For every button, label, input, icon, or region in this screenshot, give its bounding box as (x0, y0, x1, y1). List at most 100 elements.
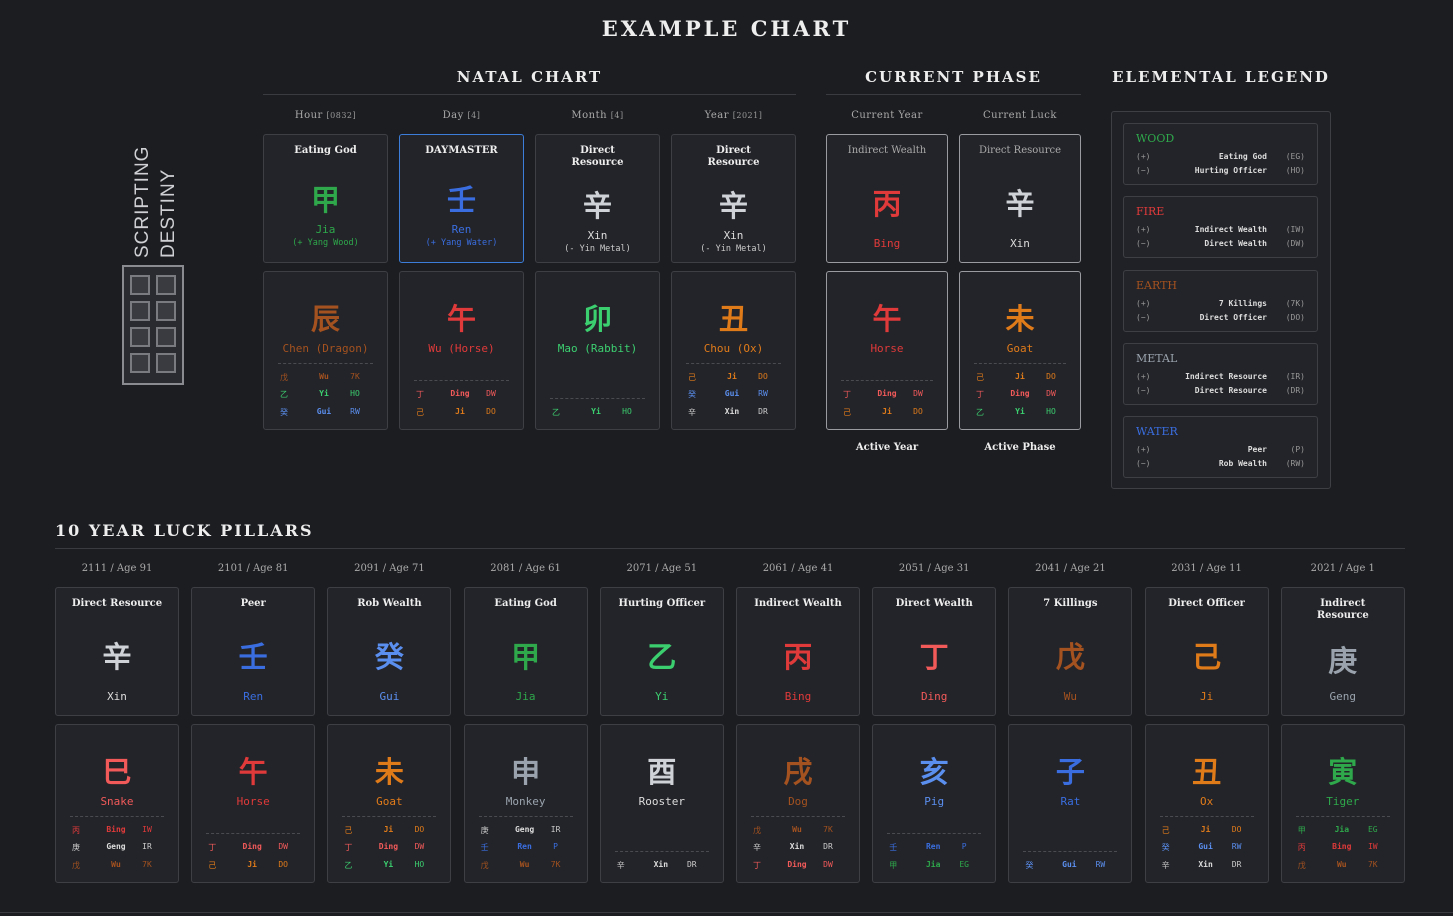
hidden-stem-row: 乙 Yi HO (344, 860, 438, 871)
luck-pillar-head: 2091 / Age 71 (354, 563, 425, 574)
hidden-stem-god: DR (686, 859, 697, 869)
legend-row: (−) Hurting Officer (HO) (1136, 166, 1305, 175)
hidden-stem-row: 庚 Geng IR (481, 825, 575, 836)
hidden-stem-char: 丁 (753, 860, 761, 870)
hidden-stems-divider (751, 815, 845, 817)
hidden-stem-row: 丙 Bing IW (1298, 842, 1392, 853)
hidden-stem-row: 辛 Xin DR (617, 860, 711, 871)
luck-pillar-head: 2061 / Age 41 (762, 563, 834, 574)
stem-glyph: 乙 (647, 640, 677, 674)
stem-name: Ji (1199, 690, 1214, 703)
branch-card[interactable]: 卯 Mao (Rabbit) 乙 Yi HO (535, 271, 660, 430)
legend-polarity: (+) (1136, 152, 1151, 161)
hidden-stem-row: 戊 Wu 7K (1298, 860, 1392, 871)
stem-card[interactable]: Direct Resource 辛 Xin (55, 587, 179, 716)
branch-card[interactable]: 申 Monkey 庚 Geng IR 壬 Ren P 戊 Wu 7K (463, 724, 588, 883)
legend-abbrev: (IR) (1285, 371, 1305, 381)
branch-card[interactable]: 未 Goat 己 Ji DO 丁 Ding DW 乙 Yi HO (327, 724, 452, 883)
hidden-stem-row: 辛 Xin DR (753, 842, 847, 853)
stem-glyph: 辛 (582, 189, 612, 223)
stem-ten-god: Eating God (294, 145, 357, 156)
branch-card[interactable]: 巳 Snake 丙 Bing IW 庚 Geng IR 戊 Wu 7K (55, 724, 179, 883)
stem-ten-god: Direct Resource (978, 145, 1062, 156)
legend-metal: METAL (+) Indirect Resource (IR) (−) Direct R… (1123, 342, 1318, 405)
hidden-stems-divider (550, 397, 645, 399)
hidden-stem-char: 癸 (1161, 843, 1170, 852)
hidden-stem-char: 戊 (480, 860, 489, 870)
hidden-stem-name: Ji (1200, 824, 1211, 834)
stem-card[interactable]: Peer 壬 Ren (191, 587, 316, 716)
legend-abbrev: (7K) (1285, 298, 1305, 308)
natal-column-head: Year [2021] (671, 110, 796, 121)
hidden-stem-char: 甲 (889, 860, 898, 870)
hidden-stem-char: 己 (208, 860, 217, 870)
branch-card[interactable]: 丑 Chou (Ox) 己 Ji DO 癸 Gui RW 辛 Xin DR (671, 271, 796, 430)
hidden-stem-name: Xin (789, 842, 805, 851)
legend-abbrev: (DR) (1285, 385, 1305, 395)
stem-card[interactable]: DAYMASTER 壬 Ren (+ Yang Water) (399, 134, 524, 263)
current-phase-title: CURRENT PHASE (826, 68, 1081, 95)
stem-card[interactable]: Indirect Resource 庚 Geng (1280, 587, 1405, 716)
branch-name: Chou (Ox) (703, 342, 764, 355)
luck-pillars-title: 10 YEAR LUCK PILLARS (55, 521, 1405, 549)
stem-card[interactable]: Indirect Wealth 丙 Bing (826, 134, 948, 263)
hidden-stem-row: 己 Ji DO (416, 407, 511, 418)
branch-glyph: 未 (1005, 302, 1035, 336)
legend-row: (+) 7 Killings (7K) (1136, 299, 1305, 308)
branch-name: Rooster (638, 795, 685, 808)
stem-card[interactable]: Rob Wealth 癸 Gui (327, 587, 452, 716)
stem-card[interactable]: Hurting Officer 乙 Yi (599, 587, 724, 716)
luck-pillar-head: 2021 / Age 1 (1310, 563, 1375, 574)
hidden-stem-char: 辛 (1161, 860, 1170, 870)
stem-card[interactable]: Direct Wealth 丁 Ding (872, 587, 997, 716)
hidden-stem-god: DO (758, 371, 768, 381)
active-label: Active Year (855, 442, 919, 453)
branch-card[interactable]: 午 Wu (Horse) 丁 Ding DW 己 Ji DO (399, 271, 524, 430)
hidden-stem-char: 戊 (72, 860, 80, 870)
column-label: Year (704, 110, 730, 121)
branch-card[interactable]: 酉 Rooster 辛 Xin DR (599, 724, 724, 883)
hidden-stem-god: HO (350, 389, 360, 398)
branch-card[interactable]: 亥 Pig 壬 Ren P 甲 Jia EG (872, 724, 997, 883)
hidden-stem-char: 己 (688, 372, 696, 382)
stem-card[interactable]: Eating God 甲 Jia (463, 587, 588, 716)
hidden-stem-god: DO (414, 824, 425, 834)
hidden-stem-name: Ding (787, 859, 807, 869)
hidden-stem-god: IW (142, 824, 152, 834)
branch-card[interactable]: 寅 Tiger 甲 Jia EG 丙 Bing IW 戊 Wu 7K (1280, 724, 1405, 883)
hidden-stem-god: DW (486, 389, 496, 398)
stem-ten-god: Indirect Resource (1316, 598, 1369, 621)
hidden-stem-char: 乙 (976, 407, 984, 417)
branch-card[interactable]: 午 Horse 丁 Ding DW 己 Ji DO (191, 724, 316, 883)
hidden-stems-divider (1295, 815, 1390, 817)
branch-card[interactable]: 戌 Dog 戊 Wu 7K 辛 Xin DR 丁 Ding DW (736, 724, 860, 883)
legend-row: (+) Indirect Resource (IR) (1136, 372, 1305, 381)
stem-name: Yi (655, 690, 669, 703)
hidden-stem-row: 癸 Gui RW (688, 389, 783, 400)
stem-card[interactable]: 7 Killings 戊 Wu (1008, 587, 1133, 716)
stem-name: Geng (1329, 690, 1357, 703)
hidden-stem-name: Yi (1015, 406, 1025, 416)
stem-card[interactable]: Direct Resource 辛 Xin (- Yin Metal) (535, 134, 660, 263)
legend-row: (−) Direct Resource (DR) (1136, 386, 1305, 395)
hidden-stem-row: 己 Ji DO (208, 860, 302, 871)
branch-card[interactable]: 丑 Ox 己 Ji DO 癸 Gui RW 辛 Xin DR (1144, 724, 1269, 883)
branch-card[interactable]: 子 Rat 癸 Gui RW (1008, 724, 1133, 883)
legend-polarity: (−) (1136, 166, 1151, 175)
stem-glyph: 壬 (446, 183, 476, 217)
branch-card[interactable]: 午 Horse 丁 Ding DW 己 Ji DO (826, 271, 948, 430)
hidden-stem-name: Gui (724, 389, 740, 398)
stem-name: Jia (315, 223, 336, 236)
branch-card[interactable]: 辰 Chen (Dragon) 戊 Wu 7K 乙 Yi HO 癸 Gui RW (263, 271, 388, 430)
legend-ten-god: Direct Resource (1194, 385, 1267, 395)
stem-card[interactable]: Eating God 甲 Jia (+ Yang Wood) (263, 134, 388, 263)
stem-card[interactable]: Indirect Wealth 丙 Bing (736, 587, 860, 716)
stem-card[interactable]: Direct Officer 己 Ji (1144, 587, 1269, 716)
branch-card[interactable]: 未 Goat 己 Ji DO 丁 Ding DW 乙 Yi HO (959, 271, 1081, 430)
stem-name: Xin (1010, 237, 1030, 250)
stem-card[interactable]: Direct Resource 辛 Xin (959, 134, 1081, 263)
stem-card[interactable]: Direct Resource 辛 Xin (- Yin Metal) (671, 134, 796, 263)
stem-name: Bing (873, 237, 901, 250)
stem-description: (+ Yang Wood) (292, 238, 359, 248)
stem-ten-god: Direct Resource (71, 598, 163, 609)
